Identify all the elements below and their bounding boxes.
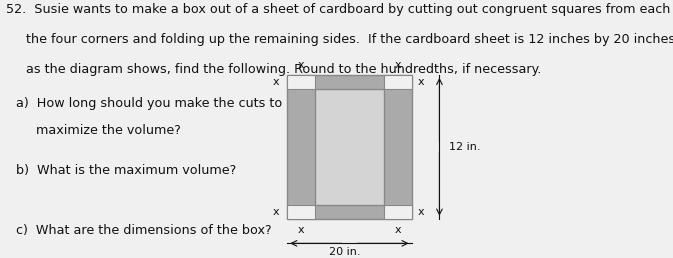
Bar — [384, 75, 412, 88]
Bar — [287, 205, 315, 219]
Text: as the diagram shows, find the following. Round to the hundredths, if necessary.: as the diagram shows, find the following… — [6, 63, 541, 76]
Text: x: x — [394, 60, 401, 70]
Text: x: x — [418, 207, 424, 217]
Text: x: x — [273, 207, 280, 217]
Text: c)  What are the dimensions of the box?: c) What are the dimensions of the box? — [16, 223, 271, 237]
Text: b)  What is the maximum volume?: b) What is the maximum volume? — [16, 164, 236, 177]
Text: the four corners and folding up the remaining sides.  If the cardboard sheet is : the four corners and folding up the rema… — [6, 33, 673, 46]
Bar — [287, 75, 412, 219]
Text: a)  How long should you make the cuts to: a) How long should you make the cuts to — [16, 97, 282, 110]
Text: x: x — [418, 77, 424, 87]
Text: x: x — [298, 225, 305, 235]
Text: x: x — [273, 77, 280, 87]
Text: maximize the volume?: maximize the volume? — [16, 125, 181, 138]
Text: 12 in.: 12 in. — [449, 142, 480, 152]
Text: x: x — [298, 60, 305, 70]
Text: 52.  Susie wants to make a box out of a sheet of cardboard by cutting out congru: 52. Susie wants to make a box out of a s… — [6, 3, 673, 16]
Bar — [384, 205, 412, 219]
Bar — [315, 88, 384, 205]
Text: 20 in.: 20 in. — [328, 247, 360, 257]
Text: x: x — [394, 225, 401, 235]
Bar — [287, 75, 315, 88]
